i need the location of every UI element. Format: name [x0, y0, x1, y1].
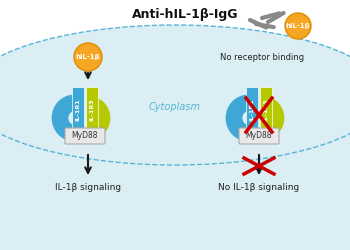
Circle shape — [74, 43, 102, 71]
Bar — [246, 87, 258, 132]
Text: No IL-1β signaling: No IL-1β signaling — [218, 183, 300, 192]
Text: MyD88: MyD88 — [246, 132, 272, 140]
Text: IL-1R1: IL-1R1 — [76, 99, 80, 121]
Text: Anti-hIL-1β-IgG: Anti-hIL-1β-IgG — [132, 8, 238, 21]
Text: hIL-1β: hIL-1β — [286, 23, 310, 29]
Text: No receptor binding: No receptor binding — [220, 53, 304, 62]
Text: Cytoplasm: Cytoplasm — [149, 102, 201, 112]
Text: IL-1β signaling: IL-1β signaling — [55, 183, 121, 192]
Circle shape — [285, 13, 311, 39]
Text: hIL-1β: hIL-1β — [76, 54, 100, 60]
Ellipse shape — [0, 25, 350, 165]
Bar — [86, 87, 98, 132]
FancyBboxPatch shape — [65, 128, 105, 144]
Text: MyD88: MyD88 — [72, 132, 98, 140]
Bar — [0, 95, 350, 250]
FancyBboxPatch shape — [239, 128, 279, 144]
Bar — [260, 87, 272, 132]
Text: IL-1R1: IL-1R1 — [250, 99, 254, 121]
Text: IL-1R3: IL-1R3 — [264, 99, 268, 121]
Bar — [72, 87, 84, 132]
Text: IL-1R3: IL-1R3 — [90, 99, 95, 121]
